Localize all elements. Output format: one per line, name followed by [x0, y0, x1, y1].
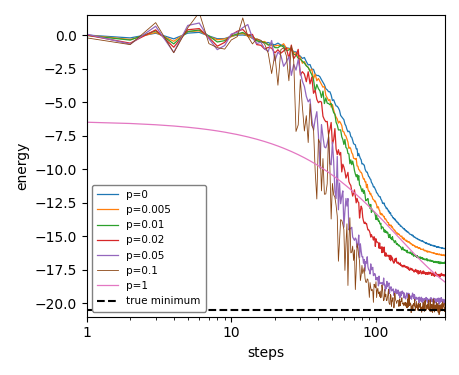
p=0.1	[436, 312, 441, 317]
Line: p=0.01: p=0.01	[86, 30, 444, 264]
p=1	[431, 271, 436, 276]
p=0.02	[441, 273, 447, 278]
p=0.1	[409, 308, 415, 313]
p=1	[409, 249, 414, 254]
p=0	[436, 245, 441, 249]
p=0.02	[431, 273, 437, 277]
p=1	[409, 250, 414, 254]
p=0.1	[84, 36, 89, 40]
Line: p=0.005: p=0.005	[86, 31, 444, 256]
p=0.05	[84, 32, 89, 36]
X-axis label: steps: steps	[247, 346, 284, 360]
p=1	[441, 280, 447, 284]
p=0.1	[441, 305, 447, 310]
p=0.1	[409, 304, 414, 309]
p=0	[409, 234, 414, 238]
p=0.01	[196, 28, 202, 32]
p=0.05	[431, 297, 437, 302]
p=0.05	[436, 302, 441, 306]
p=0.02	[127, 41, 133, 45]
p=0.1	[411, 297, 416, 302]
p=0	[431, 244, 437, 248]
p=0.05	[127, 42, 133, 46]
p=0.1	[436, 305, 441, 310]
p=0	[196, 30, 202, 34]
p=0.1	[431, 309, 437, 313]
p=0.005	[441, 253, 447, 258]
p=0	[411, 235, 416, 240]
p=1	[411, 252, 416, 256]
p=0.01	[431, 260, 437, 264]
p=0.01	[436, 261, 442, 266]
p=0.005	[196, 28, 202, 33]
p=0.01	[127, 38, 133, 42]
p=0.05	[409, 294, 415, 298]
p=1	[127, 121, 133, 126]
p=1	[435, 275, 441, 279]
p=0.01	[409, 253, 415, 257]
p=0.05	[411, 293, 416, 297]
p=0.02	[84, 33, 89, 38]
Legend: p=0, p=0.005, p=0.01, p=0.02, p=0.05, p=0.1, p=1, true minimum: p=0, p=0.005, p=0.01, p=0.02, p=0.05, p=…	[92, 184, 205, 312]
p=0.01	[409, 251, 414, 256]
p=0	[84, 33, 89, 37]
p=0	[441, 246, 447, 251]
p=0.01	[411, 253, 416, 258]
p=0.02	[436, 272, 441, 276]
Line: p=0.05: p=0.05	[86, 23, 444, 305]
p=0.005	[409, 243, 414, 248]
p=0.05	[441, 302, 447, 307]
p=0.005	[441, 254, 446, 258]
p=0.02	[409, 267, 415, 272]
Line: p=0.02: p=0.02	[86, 28, 444, 277]
Y-axis label: energy: energy	[15, 142, 29, 190]
p=0.05	[409, 291, 414, 296]
p=0.005	[436, 252, 441, 257]
p=0.005	[431, 251, 437, 255]
p=0.02	[411, 269, 416, 273]
Line: p=0.1: p=0.1	[86, 12, 444, 315]
true minimum	[84, 308, 89, 312]
p=0.02	[196, 26, 202, 31]
p=0.005	[409, 243, 415, 247]
p=0.005	[411, 243, 416, 248]
p=0	[441, 246, 446, 251]
p=0	[409, 233, 415, 237]
p=0.005	[84, 33, 89, 37]
p=0.005	[127, 37, 133, 42]
p=0.01	[441, 261, 447, 266]
p=0	[127, 36, 133, 40]
p=0.02	[409, 267, 414, 272]
Line: p=0: p=0	[86, 32, 444, 249]
p=0.01	[436, 260, 441, 265]
p=0.02	[436, 275, 442, 279]
p=0.1	[127, 42, 133, 47]
p=0.1	[196, 10, 202, 15]
Line: p=1: p=1	[86, 122, 444, 282]
p=0.05	[196, 21, 202, 25]
p=0.01	[84, 33, 89, 38]
p=1	[84, 120, 89, 124]
